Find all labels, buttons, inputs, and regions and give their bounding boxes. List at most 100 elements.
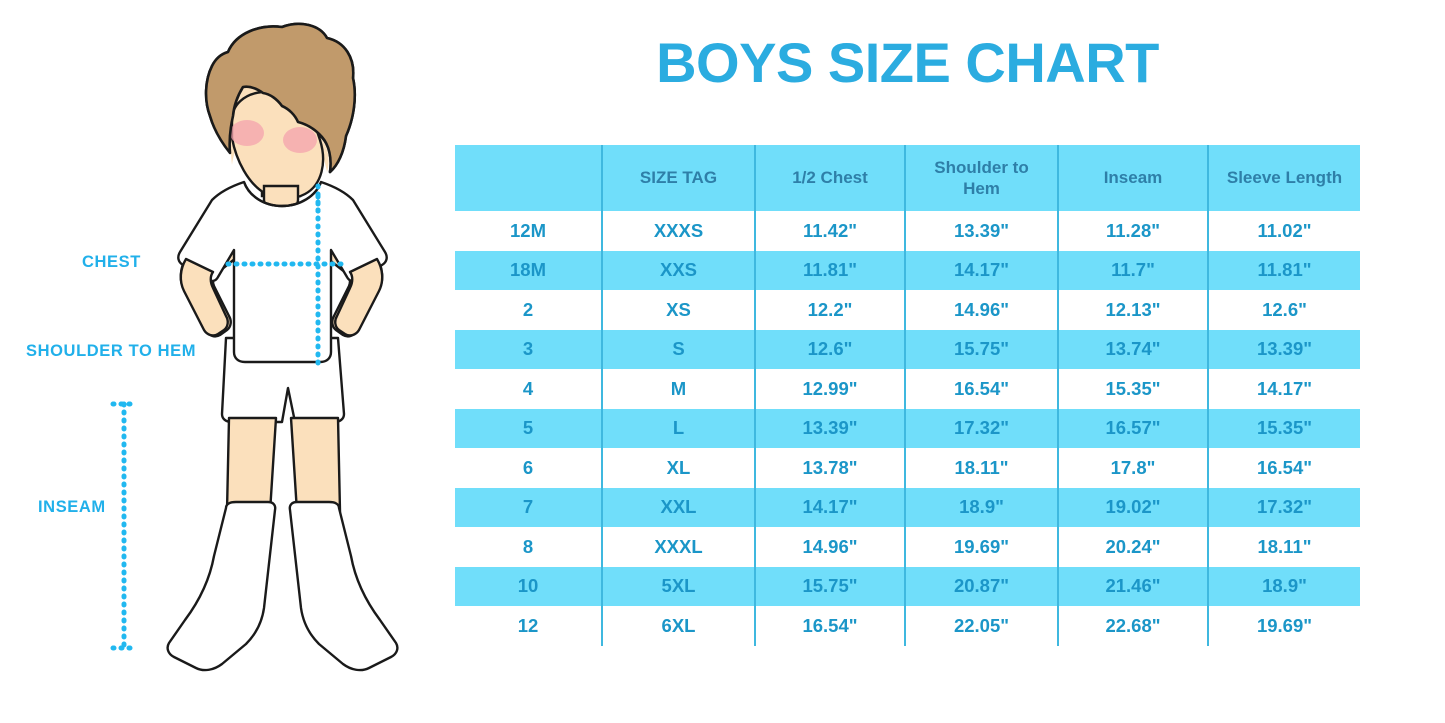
table-header: SIZE TAG 1/2 Chest Shoulder to Hem Insea… bbox=[455, 145, 1360, 211]
cell-inseam: 15.35" bbox=[1057, 369, 1208, 409]
table-row: 18M XXS 11.81" 14.17" 11.7" 11.81" bbox=[455, 250, 1360, 290]
cell-half-chest: 12.99" bbox=[754, 369, 905, 409]
cell-sleeve-length: 13.39" bbox=[1207, 329, 1360, 369]
cell-half-chest: 11.42" bbox=[754, 211, 905, 251]
shoulder-to-hem-label: SHOULDER TO HEM bbox=[26, 342, 197, 360]
cell-half-chest: 11.81" bbox=[754, 250, 905, 290]
cell-shoulder-to-hem: 17.32" bbox=[904, 408, 1058, 448]
table-header-row: SIZE TAG 1/2 Chest Shoulder to Hem Insea… bbox=[455, 145, 1360, 211]
cell-inseam: 13.74" bbox=[1057, 329, 1208, 369]
cell-shoulder-to-hem: 14.96" bbox=[904, 290, 1058, 330]
cell-inseam: 11.28" bbox=[1057, 211, 1208, 251]
table-row: 2 XS 12.2" 14.96" 12.13" 12.6" bbox=[455, 290, 1360, 330]
cell-size-tag: XXXL bbox=[601, 527, 755, 567]
page-title: BOYS SIZE CHART bbox=[656, 31, 1159, 94]
cell-half-chest: 15.75" bbox=[754, 566, 905, 606]
table-row: 12M XXXS 11.42" 13.39" 11.28" 11.02" bbox=[455, 211, 1360, 251]
cell-half-chest: 12.6" bbox=[754, 329, 905, 369]
left-hand-on-hip bbox=[179, 257, 229, 337]
blush-right bbox=[283, 127, 317, 153]
cell-shoulder-to-hem: 20.87" bbox=[904, 566, 1058, 606]
table-row: 7 XXL 14.17" 18.9" 19.02" 17.32" bbox=[455, 487, 1360, 527]
cell-sleeve-length: 12.6" bbox=[1207, 290, 1360, 330]
cell-sleeve-length: 18.11" bbox=[1207, 527, 1360, 567]
cell-age: 12 bbox=[455, 606, 602, 646]
cell-half-chest: 13.78" bbox=[754, 448, 905, 488]
cell-sleeve-length: 11.81" bbox=[1207, 250, 1360, 290]
cell-age: 2 bbox=[455, 290, 602, 330]
cell-size-tag: L bbox=[601, 408, 755, 448]
cell-shoulder-to-hem: 14.17" bbox=[904, 250, 1058, 290]
cell-age: 12M bbox=[455, 211, 602, 251]
cell-inseam: 20.24" bbox=[1057, 527, 1208, 567]
cell-inseam: 16.57" bbox=[1057, 408, 1208, 448]
table-row: 12 6XL 16.54" 22.05" 22.68" 19.69" bbox=[455, 606, 1360, 646]
left-sock-shoe bbox=[166, 500, 277, 672]
cell-sleeve-length: 16.54" bbox=[1207, 448, 1360, 488]
cell-shoulder-to-hem: 18.11" bbox=[904, 448, 1058, 488]
boy-figure-svg bbox=[110, 22, 399, 672]
cell-size-tag: 6XL bbox=[601, 606, 755, 646]
cell-sleeve-length: 14.17" bbox=[1207, 369, 1360, 409]
blush-left bbox=[230, 120, 264, 146]
cell-half-chest: 14.96" bbox=[754, 527, 905, 567]
right-sock-shoe bbox=[288, 500, 399, 672]
table-row: 4 M 12.99" 16.54" 15.35" 14.17" bbox=[455, 369, 1360, 409]
column-header-age bbox=[455, 145, 602, 211]
right-hand-on-hip bbox=[334, 257, 384, 337]
tshirt-collar bbox=[242, 181, 323, 208]
cell-shoulder-to-hem: 13.39" bbox=[904, 211, 1058, 251]
cell-size-tag: 5XL bbox=[601, 566, 755, 606]
cell-age: 3 bbox=[455, 329, 602, 369]
cell-age: 4 bbox=[455, 369, 602, 409]
cell-size-tag: XXS bbox=[601, 250, 755, 290]
column-header-shoulder-to-hem: Shoulder to Hem bbox=[904, 145, 1058, 211]
table-row: 6 XL 13.78" 18.11" 17.8" 16.54" bbox=[455, 448, 1360, 488]
cell-size-tag: XXXS bbox=[601, 211, 755, 251]
cell-inseam: 22.68" bbox=[1057, 606, 1208, 646]
cell-age: 8 bbox=[455, 527, 602, 567]
boy-figure-illustration: CHEST SHOULDER TO HEM INSEAM bbox=[0, 0, 455, 723]
cell-inseam: 19.02" bbox=[1057, 487, 1208, 527]
cell-shoulder-to-hem: 16.54" bbox=[904, 369, 1058, 409]
cell-shoulder-to-hem: 22.05" bbox=[904, 606, 1058, 646]
table-row: 10 5XL 15.75" 20.87" 21.46" 18.9" bbox=[455, 566, 1360, 606]
size-chart-table: SIZE TAG 1/2 Chest Shoulder to Hem Insea… bbox=[455, 145, 1360, 646]
column-header-sleeve-length: Sleeve Length bbox=[1207, 145, 1360, 211]
cell-inseam: 21.46" bbox=[1057, 566, 1208, 606]
chest-label: CHEST bbox=[82, 253, 141, 271]
cell-age: 7 bbox=[455, 487, 602, 527]
column-header-size-tag: SIZE TAG bbox=[601, 145, 755, 211]
column-header-inseam: Inseam bbox=[1057, 145, 1208, 211]
cell-shoulder-to-hem: 19.69" bbox=[904, 527, 1058, 567]
table-row: 8 XXXL 14.96" 19.69" 20.24" 18.11" bbox=[455, 527, 1360, 567]
cell-half-chest: 12.2" bbox=[754, 290, 905, 330]
cell-sleeve-length: 18.9" bbox=[1207, 566, 1360, 606]
cell-age: 6 bbox=[455, 448, 602, 488]
cell-age: 10 bbox=[455, 566, 602, 606]
table-body: 12M XXXS 11.42" 13.39" 11.28" 11.02" 18M XXS 11.… bbox=[455, 211, 1360, 646]
cell-inseam: 12.13" bbox=[1057, 290, 1208, 330]
cell-shoulder-to-hem: 18.9" bbox=[904, 487, 1058, 527]
cell-shoulder-to-hem: 15.75" bbox=[904, 329, 1058, 369]
cell-age: 18M bbox=[455, 250, 602, 290]
cell-half-chest: 13.39" bbox=[754, 408, 905, 448]
cell-sleeve-length: 15.35" bbox=[1207, 408, 1360, 448]
cell-inseam: 17.8" bbox=[1057, 448, 1208, 488]
cell-size-tag: M bbox=[601, 369, 755, 409]
cell-age: 5 bbox=[455, 408, 602, 448]
cell-half-chest: 14.17" bbox=[754, 487, 905, 527]
cell-sleeve-length: 19.69" bbox=[1207, 606, 1360, 646]
hair-fringe bbox=[204, 22, 357, 174]
cell-sleeve-length: 17.32" bbox=[1207, 487, 1360, 527]
cell-size-tag: S bbox=[601, 329, 755, 369]
table-row: 3 S 12.6" 15.75" 13.74" 13.39" bbox=[455, 329, 1360, 369]
inseam-label: INSEAM bbox=[38, 498, 106, 516]
cell-sleeve-length: 11.02" bbox=[1207, 211, 1360, 251]
cell-inseam: 11.7" bbox=[1057, 250, 1208, 290]
table-row: 5 L 13.39" 17.32" 16.57" 15.35" bbox=[455, 408, 1360, 448]
cell-size-tag: XL bbox=[601, 448, 755, 488]
column-header-half-chest: 1/2 Chest bbox=[754, 145, 905, 211]
cell-size-tag: XXL bbox=[601, 487, 755, 527]
